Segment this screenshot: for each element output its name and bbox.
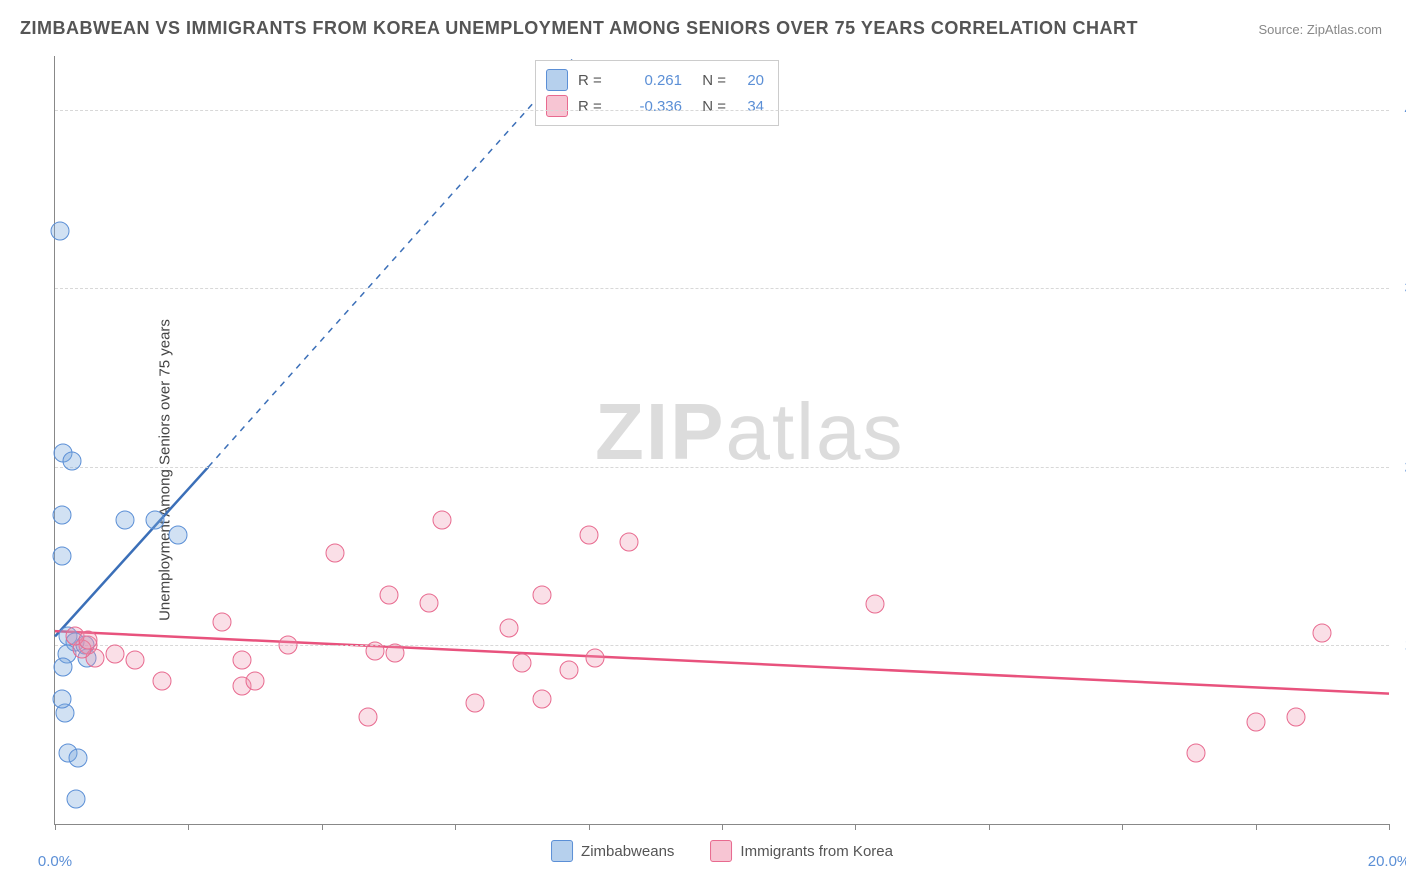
point-korea (499, 618, 518, 637)
x-tick (455, 824, 456, 830)
point-korea (106, 645, 125, 664)
point-korea (366, 641, 385, 660)
point-korea (386, 643, 405, 662)
gridline (55, 288, 1389, 289)
point-korea (866, 595, 885, 614)
series-legend: Zimbabweans Immigrants from Korea (551, 840, 893, 862)
y-tick-label: 20.0% (1395, 458, 1406, 475)
x-tick (989, 824, 990, 830)
r-label: R = (578, 72, 612, 89)
x-tick-label: 0.0% (38, 853, 72, 870)
x-tick (722, 824, 723, 830)
point-korea (512, 654, 531, 673)
x-tick (589, 824, 590, 830)
point-korea (246, 672, 265, 691)
legend-item-blue: Zimbabweans (551, 840, 674, 862)
y-tick-label: 40.0% (1395, 101, 1406, 118)
chart-title: ZIMBABWEAN VS IMMIGRANTS FROM KOREA UNEM… (20, 18, 1138, 39)
r-label: R = (578, 98, 612, 115)
point-korea (126, 650, 145, 669)
legend-label: Zimbabweans (581, 843, 674, 860)
point-korea (579, 525, 598, 544)
point-zimbabwean (67, 790, 86, 809)
legend-row-pink: R = -0.336 N = 34 (546, 93, 764, 119)
y-tick-label: 10.0% (1395, 637, 1406, 654)
point-zimbabwean (146, 511, 165, 530)
point-zimbabwean (62, 452, 81, 471)
point-korea (212, 613, 231, 632)
point-korea (532, 689, 551, 708)
point-korea (152, 672, 171, 691)
point-korea (232, 650, 251, 669)
plot-area: ZIPatlas R = 0.261 N = 20 R = -0.336 N =… (54, 56, 1389, 825)
legend-item-pink: Immigrants from Korea (710, 840, 893, 862)
point-korea (1246, 713, 1265, 732)
point-korea (586, 648, 605, 667)
r-value: -0.336 (622, 98, 682, 115)
correlation-legend: R = 0.261 N = 20 R = -0.336 N = 34 (535, 60, 779, 126)
point-korea (1313, 623, 1332, 642)
point-zimbabwean (169, 525, 188, 544)
x-tick (188, 824, 189, 830)
point-korea (432, 511, 451, 530)
point-korea (379, 586, 398, 605)
x-tick (55, 824, 56, 830)
point-korea (419, 593, 438, 612)
point-korea (559, 661, 578, 680)
x-tick (1389, 824, 1390, 830)
point-korea (619, 532, 638, 551)
y-tick-label: 30.0% (1395, 280, 1406, 297)
n-value: 20 (736, 72, 764, 89)
point-zimbabwean (54, 657, 73, 676)
point-zimbabwean (116, 511, 135, 530)
point-korea (326, 543, 345, 562)
n-value: 34 (736, 98, 764, 115)
point-korea (359, 707, 378, 726)
point-zimbabwean (51, 222, 70, 241)
point-korea (279, 636, 298, 655)
legend-label: Immigrants from Korea (740, 843, 893, 860)
chart-area: Unemployment Among Seniors over 75 years… (0, 48, 1406, 892)
r-value: 0.261 (622, 72, 682, 89)
point-korea (532, 586, 551, 605)
swatch-pink-icon (546, 95, 568, 117)
point-korea (466, 693, 485, 712)
gridline (55, 645, 1389, 646)
point-korea (1286, 707, 1305, 726)
x-tick-label: 20.0% (1368, 853, 1406, 870)
swatch-pink-icon (710, 840, 732, 862)
n-label: N = (692, 98, 726, 115)
n-label: N = (692, 72, 726, 89)
gridline (55, 467, 1389, 468)
trend-lines (55, 56, 1389, 824)
x-tick (1256, 824, 1257, 830)
x-tick (855, 824, 856, 830)
point-zimbabwean (52, 547, 71, 566)
point-zimbabwean (52, 689, 71, 708)
swatch-blue-icon (546, 69, 568, 91)
point-korea (79, 631, 98, 650)
point-zimbabwean (52, 506, 71, 525)
source-label: Source: ZipAtlas.com (1258, 22, 1382, 37)
x-tick (322, 824, 323, 830)
gridline (55, 110, 1389, 111)
point-korea (1186, 743, 1205, 762)
legend-row-blue: R = 0.261 N = 20 (546, 67, 764, 93)
x-tick (1122, 824, 1123, 830)
point-zimbabwean (69, 748, 88, 767)
swatch-blue-icon (551, 840, 573, 862)
